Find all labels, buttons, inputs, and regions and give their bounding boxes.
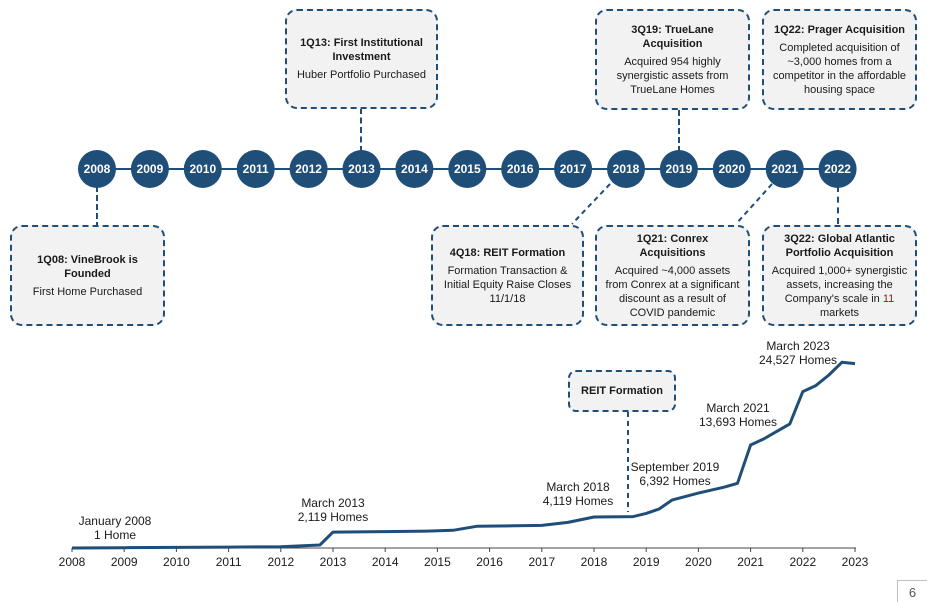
connector-2019 <box>678 110 680 152</box>
year-label-2012: 2012 <box>295 162 322 176</box>
annotation-value: 13,693 Homes <box>698 415 778 429</box>
annotation-mar-2018: March 2018 4,119 Homes <box>528 480 628 508</box>
x-tick-label-2014: 2014 <box>372 555 399 569</box>
x-tick-label-2021: 2021 <box>737 555 764 569</box>
year-label-2015: 2015 <box>454 162 481 176</box>
x-tick-label-2008: 2008 <box>59 555 86 569</box>
event-title: 3Q22: Global Atlantic Portfolio Acquisit… <box>784 232 895 259</box>
connector-2008 <box>96 186 98 228</box>
event-box-1q08: 1Q08: VineBrook is Founded First Home Pu… <box>10 225 165 326</box>
event-box-1q21: 1Q21: Conrex Acquisitions Acquired ~4,00… <box>595 225 750 326</box>
event-box-3q22: 3Q22: Global Atlantic Portfolio Acquisit… <box>762 225 917 326</box>
annotation-mar-2023: March 2023 24,527 Homes <box>748 339 848 367</box>
annotation-value: 2,119 Homes <box>297 510 369 524</box>
homes-series-line <box>71 360 856 550</box>
annotation-jan-2008: January 2008 1 Home <box>62 514 168 542</box>
event-title: 1Q08: VineBrook is Founded <box>37 253 138 280</box>
year-node-2021 <box>765 150 804 188</box>
year-node-2019 <box>659 150 698 188</box>
year-label-2020: 2020 <box>718 162 745 176</box>
year-label-2017: 2017 <box>560 162 587 176</box>
year-node-2012 <box>289 150 328 188</box>
x-tick-label-2011: 2011 <box>216 555 242 569</box>
year-label-2021: 2021 <box>771 162 798 176</box>
year-node-2010 <box>183 150 222 188</box>
page-number: 6 <box>897 580 927 602</box>
connector-2022 <box>837 186 839 224</box>
timeline-graphic: 2008 2009 2010 2011 2012 2013 2014 2015 2016 2017… <box>78 150 857 188</box>
annotation-date: March 2023 <box>766 339 830 353</box>
year-node-2009 <box>130 150 169 188</box>
x-tick-label-2015: 2015 <box>424 555 451 569</box>
annotation-value: 6,392 Homes <box>639 474 711 488</box>
annotation-value: 1 Home <box>93 528 137 542</box>
annotation-value: 4,119 Homes <box>542 494 614 508</box>
event-title: 1Q21: Conrex Acquisitions <box>636 232 709 259</box>
annotation-sep-2019: September 2019 6,392 Homes <box>622 460 728 488</box>
year-label-2014: 2014 <box>401 162 428 176</box>
diagonal-connectors <box>571 183 773 225</box>
annotation-mar-2021: March 2021 13,693 Homes <box>688 401 788 429</box>
event-box-4q18: 4Q18: REIT Formation Formation Transacti… <box>431 225 584 326</box>
x-tick-label-2013: 2013 <box>320 555 347 569</box>
year-node-2022 <box>818 150 857 188</box>
x-tick-label-2017: 2017 <box>528 555 555 569</box>
year-node-2020 <box>712 150 751 188</box>
year-label-2010: 2010 <box>189 162 216 176</box>
event-title: 1Q13: First Institutional Investment <box>300 37 423 63</box>
x-tick-label-2023: 2023 <box>842 555 869 569</box>
x-tick-label-2010: 2010 <box>163 555 190 569</box>
annotation-date: March 2013 <box>301 496 365 510</box>
x-tick-label-2022: 2022 <box>789 555 816 569</box>
connector-2018 <box>571 183 611 225</box>
event-body-highlight: 11 <box>882 292 895 305</box>
x-tick-label-2020: 2020 <box>685 555 712 569</box>
annotation-date: January 2008 <box>78 514 152 528</box>
event-box-1q13: 1Q13: First Institutional Investment Hub… <box>285 9 438 109</box>
year-label-2013: 2013 <box>348 162 375 176</box>
event-body: Acquired 954 highly synergistic assets f… <box>616 55 729 96</box>
year-label-2011: 2011 <box>243 162 269 176</box>
annotation-value: 24,527 Homes <box>758 353 838 367</box>
event-title: 4Q18: REIT Formation <box>449 246 566 259</box>
x-tick-label-2016: 2016 <box>476 555 503 569</box>
year-label-2009: 2009 <box>137 162 164 176</box>
event-box-3q19: 3Q19: TrueLane Acquisition Acquired 954 … <box>595 9 750 110</box>
year-node-2008 <box>78 150 116 188</box>
event-body: First Home Purchased <box>32 285 143 298</box>
event-body: Acquired 1,000+ synergistic assets, incr… <box>770 264 909 320</box>
event-body: Formation Transaction & Initial Equity R… <box>443 264 572 305</box>
year-label-2008: 2008 <box>84 162 111 176</box>
reit-formation-callout: REIT Formation <box>568 370 676 412</box>
event-body: Completed acquisition of ~3,000 homes fr… <box>772 41 907 96</box>
year-node-2017 <box>554 150 593 188</box>
event-title: 1Q22: Prager Acquisition <box>773 23 906 36</box>
event-box-1q22: 1Q22: Prager Acquisition Completed acqui… <box>762 9 917 110</box>
event-body-text: Acquired 1,000+ synergistic assets, incr… <box>771 264 908 305</box>
event-body-end: markets <box>819 306 860 319</box>
x-tick-label-2019: 2019 <box>633 555 660 569</box>
year-node-2018 <box>607 150 645 188</box>
year-node-2013 <box>342 150 381 188</box>
event-title: 3Q19: TrueLane Acquisition <box>631 23 714 50</box>
year-node-2015 <box>448 150 487 188</box>
annotation-mar-2013: March 2013 2,119 Homes <box>283 496 383 524</box>
event-body: Acquired ~4,000 assets from Conrex at a … <box>605 264 740 319</box>
year-label-2019: 2019 <box>666 162 693 176</box>
annotation-date: March 2018 <box>546 480 610 494</box>
connector-2013 <box>360 108 362 152</box>
year-label-2018: 2018 <box>613 162 640 176</box>
event-body: Huber Portfolio Purchased <box>296 69 426 81</box>
annotation-date: September 2019 <box>630 460 720 474</box>
annotation-date: March 2021 <box>706 401 770 415</box>
year-node-2014 <box>395 150 434 188</box>
x-tick-label-2012: 2012 <box>267 555 294 569</box>
year-node-2016 <box>501 150 540 188</box>
x-tick-label-2009: 2009 <box>111 555 138 569</box>
year-node-2011 <box>236 150 275 188</box>
x-tick-label-2018: 2018 <box>581 555 608 569</box>
year-label-2022: 2022 <box>824 162 851 176</box>
year-label-2016: 2016 <box>507 162 534 176</box>
